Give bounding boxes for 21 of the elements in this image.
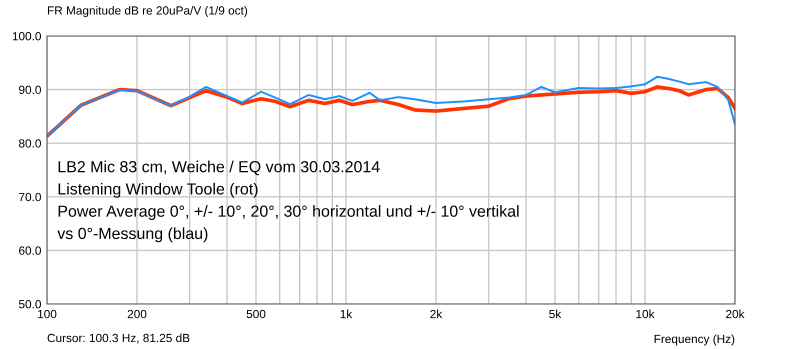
x-tick-label: 1k: [340, 310, 352, 318]
text: Cursor: 100.3 Hz, 81.25 dB: [48, 333, 190, 344]
y-tick-label: 80.0: [18, 139, 41, 148]
y-tick-label: 70.0: [19, 192, 41, 202]
annotation: Listening Window Toole (rot): [58, 182, 258, 198]
y-tick-label: 90.0: [19, 86, 41, 94]
annotation: Power Average 0°, +/- 10°, 20°, 30° horizontal und +/- 10° vertikal: [58, 205, 519, 220]
x-axis-title: Frequency (Hz): [654, 334, 734, 346]
x-tick-label: 100: [38, 310, 56, 318]
x-tick-label: 2k: [430, 310, 442, 318]
y-tick-label: 50.0: [18, 300, 41, 308]
x-tick-label: 500: [246, 310, 266, 318]
y-tick-label: 60.0: [19, 246, 41, 255]
x-tick-label: 20k: [726, 310, 745, 318]
y-tick-label: 100.0: [12, 32, 41, 40]
x-tick-label: 10k: [636, 310, 655, 318]
annotation: LB2 Mic 83 cm, Weiche / EQ vom 30.03.2014: [58, 160, 380, 176]
annotation: vs 0°-Messung (blau): [57, 227, 208, 242]
x-tick-label: 200: [128, 310, 146, 318]
x-tick-label: 5k: [549, 310, 562, 318]
chart-title: FR Magnitude dB re 20uPa/V (1/9 oct): [48, 6, 248, 18]
